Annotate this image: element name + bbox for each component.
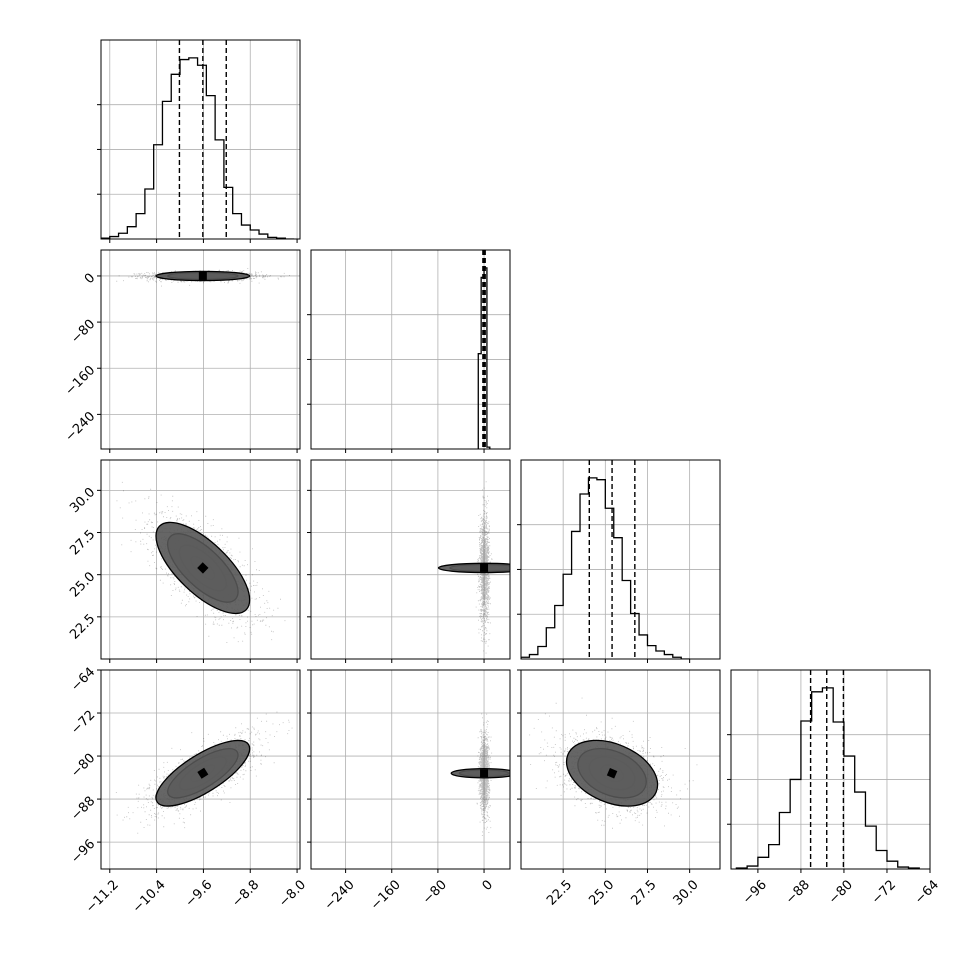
y-tick-label: −64 <box>68 665 98 695</box>
x-tick-label: −11.2 <box>83 877 122 916</box>
y-tick-label: −88 <box>68 794 98 824</box>
pair-panel-p0-p2: 22.5 25.0 27.5 30.0 <box>67 459 301 663</box>
y-tick-label: −240 <box>62 409 98 445</box>
panel-content <box>101 40 295 239</box>
contour-group <box>155 739 251 807</box>
x-tick-label: −160 <box>368 877 404 913</box>
x-tick-label: −88 <box>783 877 813 907</box>
contour-group <box>155 521 251 615</box>
y-tick-label: 22.5 <box>67 612 98 643</box>
panel-frame <box>100 249 301 450</box>
marginal-panel-p1 <box>307 249 511 453</box>
panel-frame <box>310 459 511 660</box>
panel-frame <box>730 669 931 870</box>
x-tick-label: −8.8 <box>229 877 262 910</box>
panel-frame <box>100 669 301 870</box>
x-tick-label: −8.0 <box>276 877 309 910</box>
panel-frame <box>520 669 721 870</box>
x-tick-label: −80 <box>420 877 450 907</box>
y-tick-label: 30.0 <box>67 485 98 516</box>
y-tick-label: −96 <box>68 837 98 867</box>
panel-content <box>437 481 510 654</box>
marginal-panel-p2 <box>517 459 721 663</box>
pair-panel-p0-p3: −11.2 −10.4 −9.6 −8.8 −8.0 −96 −88 −80 −72 −64 <box>68 665 309 917</box>
pair-panel-p0-p1: −240 −160 −80 0 <box>62 249 301 453</box>
x-tick-label: −240 <box>322 877 358 913</box>
contour-group <box>450 768 510 779</box>
density-peak <box>197 767 209 779</box>
marginal-panel-p0 <box>97 39 301 243</box>
panel-content <box>116 481 286 643</box>
panel-frame <box>100 459 301 660</box>
y-tick-label: −80 <box>68 317 98 347</box>
contour-group <box>437 562 510 574</box>
panel-frame <box>310 249 511 450</box>
histogram-p0 <box>101 57 295 239</box>
panel-content <box>735 670 920 869</box>
panel-frame <box>520 459 721 660</box>
panel-frame <box>310 669 511 870</box>
y-tick-label: −72 <box>68 708 98 738</box>
panel-frame <box>100 39 301 240</box>
x-tick-label: 30.0 <box>671 877 702 908</box>
scatter-points <box>529 697 698 829</box>
x-tick-label: 0 <box>480 877 496 893</box>
x-tick-label: 27.5 <box>628 877 659 908</box>
panel-content <box>116 268 290 287</box>
histogram-p2 <box>521 477 690 659</box>
x-tick-label: −80 <box>826 877 856 907</box>
marginal-panel-p3: −96 −88 −80 −72 −64 <box>727 669 942 907</box>
density-peak <box>198 271 207 280</box>
y-tick-label: −160 <box>62 363 98 399</box>
density-peak <box>480 769 489 778</box>
panel-content <box>477 250 491 449</box>
contour-group <box>155 270 251 282</box>
density-peak <box>606 768 618 779</box>
y-tick-label: 25.0 <box>67 569 98 600</box>
x-tick-label: 25.0 <box>586 877 617 908</box>
y-tick-label: 0 <box>82 271 98 287</box>
pair-panel-p1-p3: −240 −160 −80 0 <box>307 669 511 913</box>
panel-content <box>521 460 690 659</box>
density-peak <box>480 563 489 572</box>
contour-group <box>565 739 659 807</box>
x-tick-label: −10.4 <box>130 877 169 916</box>
x-tick-label: −64 <box>912 877 942 907</box>
density-peak <box>197 562 209 574</box>
x-tick-label: −9.6 <box>183 877 216 910</box>
x-tick-label: −96 <box>740 877 770 907</box>
pair-panel-p2-p3: 22.5 25.0 27.5 30.0 <box>517 669 721 909</box>
panel-content <box>450 713 510 836</box>
panel-content <box>529 697 698 829</box>
y-tick-label: 27.5 <box>67 527 98 558</box>
panel-content <box>115 711 293 834</box>
x-tick-label: −72 <box>869 877 899 907</box>
contour-level <box>437 562 510 574</box>
histogram-p3 <box>735 687 920 869</box>
pair-panel-p1-p2 <box>307 459 511 663</box>
histogram-p1 <box>477 267 491 449</box>
y-tick-label: −80 <box>68 751 98 781</box>
x-tick-label: 22.5 <box>544 877 575 908</box>
